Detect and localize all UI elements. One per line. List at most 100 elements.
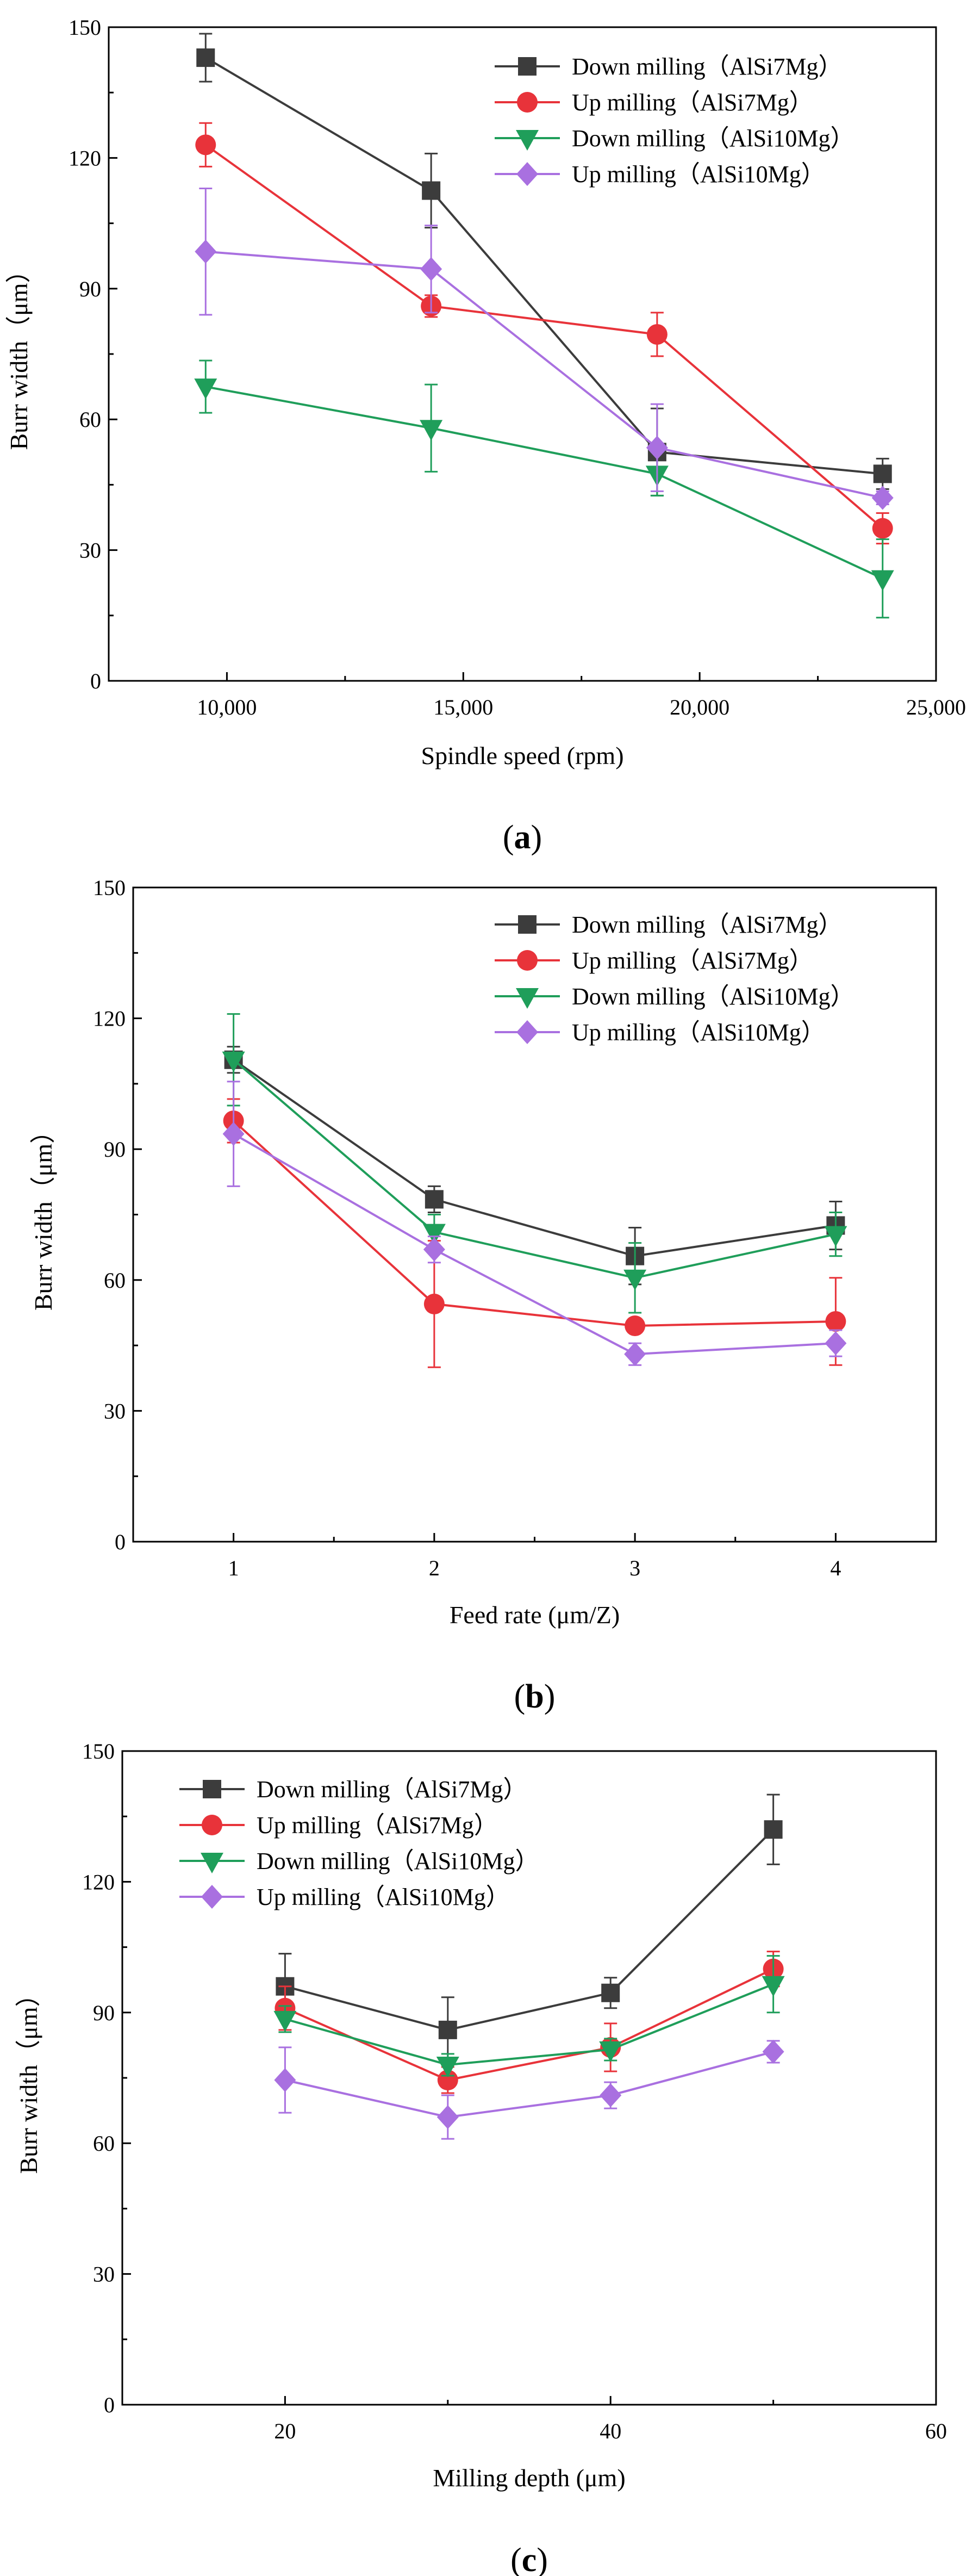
data-point (824, 1226, 847, 1247)
data-point (274, 2068, 296, 2093)
x-axis-label: Milling depth (μm) (433, 2464, 625, 2492)
x-tick-label: 25,000 (906, 695, 966, 719)
x-tick-label: 20,000 (670, 695, 729, 719)
series-3 (222, 1081, 847, 1367)
caption-letter: a (514, 819, 531, 856)
data-point (423, 1237, 445, 1262)
legend-label: Down milling（AlSi10Mg） (572, 983, 855, 1010)
data-point (273, 2010, 297, 2032)
data-point (222, 1122, 245, 1146)
legend-marker (516, 988, 539, 1009)
data-point (873, 464, 892, 483)
series-line (233, 1059, 836, 1257)
data-point (196, 48, 215, 67)
series-line (205, 386, 883, 580)
y-tick-label: 150 (68, 15, 101, 40)
data-point (762, 1976, 785, 1997)
series-line (284, 1828, 775, 2031)
data-point (420, 257, 442, 281)
data-point (195, 239, 217, 264)
legend-label: Down milling（AlSi10Mg） (257, 1848, 539, 1874)
series-line (233, 1059, 836, 1279)
x-tick-label: 40 (600, 2419, 621, 2443)
series-line (233, 1133, 836, 1356)
legend: Down milling（AlSi7Mg） Up milling（AlSi7Mg）… (179, 1776, 539, 1910)
legend-label: Up milling（AlSi7Mg） (572, 947, 813, 974)
legend-label: Down milling（AlSi7Mg） (257, 1776, 527, 1803)
x-tick-label: 20 (274, 2419, 296, 2443)
legend-marker (516, 1020, 538, 1044)
legend-label: Down milling（AlSi10Mg） (572, 125, 855, 152)
data-point (623, 1269, 647, 1290)
figure-caption: (c) (510, 2542, 548, 2576)
series-line (284, 1967, 774, 2082)
caption-close-paren: ) (531, 819, 542, 856)
caption-open-paren: ( (514, 1678, 526, 1715)
y-tick-label: 90 (79, 277, 101, 301)
legend-marker (518, 915, 537, 934)
x-axis-label: Feed rate (μm/Z) (450, 1601, 620, 1629)
series-3 (195, 187, 894, 510)
y-tick-label: 0 (90, 669, 101, 693)
data-point (222, 1051, 245, 1072)
y-tick-label: 60 (93, 2131, 115, 2156)
y-tick-label: 0 (104, 2393, 115, 2417)
data-point (436, 2105, 459, 2130)
data-point (624, 1342, 646, 1367)
y-tick-label: 90 (104, 1137, 126, 1162)
y-axis-label: Burr width（μm） (5, 258, 33, 450)
y-tick-label: 90 (93, 2001, 115, 2025)
legend-label: Up milling（AlSi7Mg） (572, 89, 813, 116)
legend-label: Down milling（AlSi7Mg） (572, 53, 843, 80)
legend-marker (201, 1885, 223, 1909)
data-point (422, 181, 441, 200)
caption-close-paren: ) (537, 2542, 548, 2576)
data-point (420, 420, 443, 441)
caption-letter: c (522, 2542, 537, 2576)
x-tick-label: 10,000 (197, 695, 257, 719)
legend-marker (203, 1780, 221, 1798)
data-point (646, 324, 668, 345)
data-point (438, 2020, 457, 2039)
caption-close-paren: ) (544, 1678, 556, 1715)
data-point (601, 1983, 620, 2002)
chart-c: 0 30 60 90 120 150 20 40 60 Milling depth (μm) Bur… (15, 1739, 947, 2576)
data-point (872, 518, 893, 539)
series-2 (222, 1013, 847, 1314)
data-point (625, 1315, 646, 1337)
y-tick-label: 120 (68, 146, 101, 170)
y-axis-label: Burr width（μm） (29, 1119, 57, 1311)
x-tick-label: 60 (925, 2419, 947, 2443)
series-line (284, 1983, 774, 2066)
caption-open-paren: ( (510, 2542, 522, 2576)
x-tick-label: 15,000 (433, 695, 493, 719)
legend-marker (516, 162, 538, 186)
series-line (284, 2050, 774, 2119)
x-tick-label: 3 (629, 1556, 640, 1580)
x-tick-label: 2 (429, 1556, 440, 1580)
y-tick-label: 30 (79, 538, 101, 563)
data-point (425, 1190, 444, 1209)
series-1 (195, 122, 893, 545)
data-point (423, 1293, 445, 1314)
chart-a: 0 30 60 90 120 150 10,000 15,000 20,000 25,000 Spi… (5, 15, 966, 856)
legend-marker (201, 1853, 223, 1873)
legend-label: Down milling（AlSi7Mg） (572, 911, 843, 938)
legend-label: Up milling（AlSi7Mg） (257, 1812, 498, 1839)
legend-label: Up milling（AlSi10Mg） (257, 1884, 510, 1910)
data-point (422, 1224, 446, 1245)
series-line (205, 144, 884, 530)
figure-caption: (b) (514, 1678, 556, 1715)
data-point (871, 570, 894, 591)
series-3 (274, 2039, 784, 2140)
caption-open-paren: ( (503, 819, 514, 856)
data-point (195, 134, 216, 156)
data-point (762, 2039, 784, 2064)
y-tick-label: 150 (93, 876, 126, 900)
y-tick-label: 30 (93, 2262, 115, 2287)
data-point (646, 436, 668, 460)
y-axis-label: Burr width（μm） (15, 1982, 42, 2174)
y-tick-label: 30 (104, 1399, 126, 1423)
y-tick-label: 0 (115, 1530, 126, 1554)
legend-marker (517, 950, 538, 971)
